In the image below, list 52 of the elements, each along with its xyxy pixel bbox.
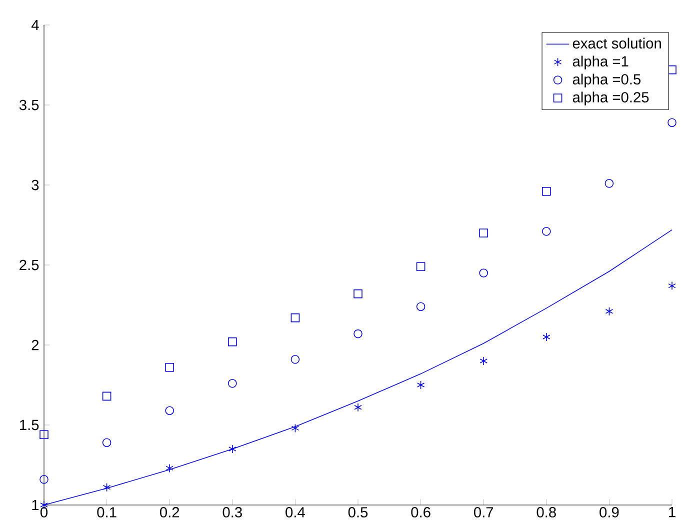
- y-tick-label: 3.5: [19, 100, 39, 110]
- point: [290, 313, 300, 322]
- x-tick-label: 0.9: [600, 507, 619, 518]
- point: [165, 363, 174, 372]
- x-tick-label: 0.8: [536, 507, 556, 518]
- point: [480, 356, 488, 366]
- point: [290, 354, 300, 364]
- point: [102, 438, 112, 447]
- y-tick-label: 2: [32, 340, 39, 350]
- point: [291, 424, 300, 433]
- y-tick-label: 3: [32, 180, 39, 190]
- point: [102, 483, 111, 492]
- point: [668, 118, 676, 127]
- legend-label: alpha =0.5: [572, 74, 641, 88]
- legend-label: alpha =0.25: [572, 92, 649, 106]
- y-tick-label: 2.5: [20, 260, 39, 270]
- point: [354, 403, 362, 412]
- point: [354, 289, 362, 298]
- point: [668, 281, 676, 290]
- point: [228, 378, 237, 388]
- point: [479, 228, 488, 238]
- point: [40, 474, 48, 484]
- x-tick-label: 0.2: [160, 507, 180, 518]
- y-tick-label: 1.5: [20, 420, 39, 430]
- point: [165, 406, 174, 415]
- point: [416, 262, 426, 271]
- y-tick-label: 1: [32, 500, 39, 510]
- point: [542, 186, 551, 196]
- x-tick-label: 0.5: [348, 507, 368, 518]
- point: [102, 392, 112, 401]
- point: [416, 380, 425, 390]
- point: [40, 430, 48, 439]
- y-tick-label: 4: [31, 20, 39, 30]
- point: [354, 329, 362, 338]
- point: [166, 464, 174, 473]
- point: [228, 337, 237, 346]
- x-tick-label: 0.3: [222, 507, 242, 518]
- legend-label: alpha =1: [572, 56, 628, 70]
- x-tick-label: 0: [40, 507, 48, 518]
- point: [479, 268, 488, 278]
- point: [604, 178, 614, 188]
- point: [542, 332, 550, 342]
- point: [416, 302, 426, 311]
- x-tick-label: 0.6: [411, 507, 430, 518]
- point: [228, 444, 236, 454]
- x-tick-label: 0.1: [97, 507, 116, 518]
- point: [542, 226, 551, 236]
- x-tick-label: 0.7: [474, 507, 494, 518]
- legend-label: exact solution: [572, 38, 661, 49]
- point: [605, 307, 614, 316]
- x-tick-label: 0.4: [286, 507, 305, 518]
- x-tick-label: 1: [669, 507, 676, 518]
